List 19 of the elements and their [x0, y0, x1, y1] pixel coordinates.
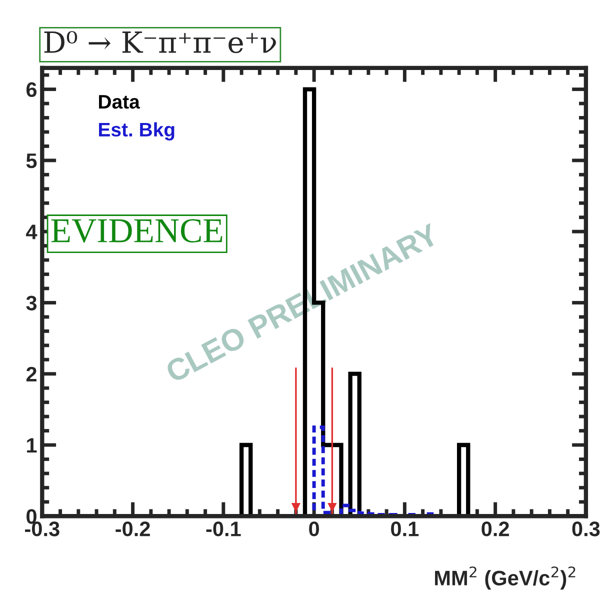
y-tick-label: 1 — [27, 438, 37, 453]
x-axis-title: MM$^{2}$ (GeV/c$^{2}$)$^{2}$ — [435, 566, 576, 590]
x-tick-label: 0.1 — [391, 522, 419, 536]
text: Data — [99, 95, 140, 109]
y-tick-label: 5 — [26, 154, 37, 168]
annotation: EVIDENCE — [51, 219, 222, 243]
y-tick-label: 0 — [26, 509, 36, 524]
x-tick-label: -0.2 — [116, 522, 150, 536]
chart-title: D⁰ → K⁻π⁺π⁻e⁺ν — [44, 31, 276, 54]
x-tick-label: -0.1 — [206, 522, 241, 536]
y-tick-label: 4 — [26, 224, 38, 240]
x-tick-label: 0.2 — [482, 522, 509, 536]
x-tick-label: 0 — [309, 522, 319, 536]
text: Est. Bkg — [99, 122, 174, 140]
x-tick-label: 0.3 — [572, 522, 600, 536]
y-tick-label: 2 — [26, 366, 36, 382]
x-tick-label: -0.3 — [25, 522, 60, 536]
y-tick-label: 6 — [26, 82, 37, 98]
y-tick-label: 3 — [26, 296, 37, 310]
